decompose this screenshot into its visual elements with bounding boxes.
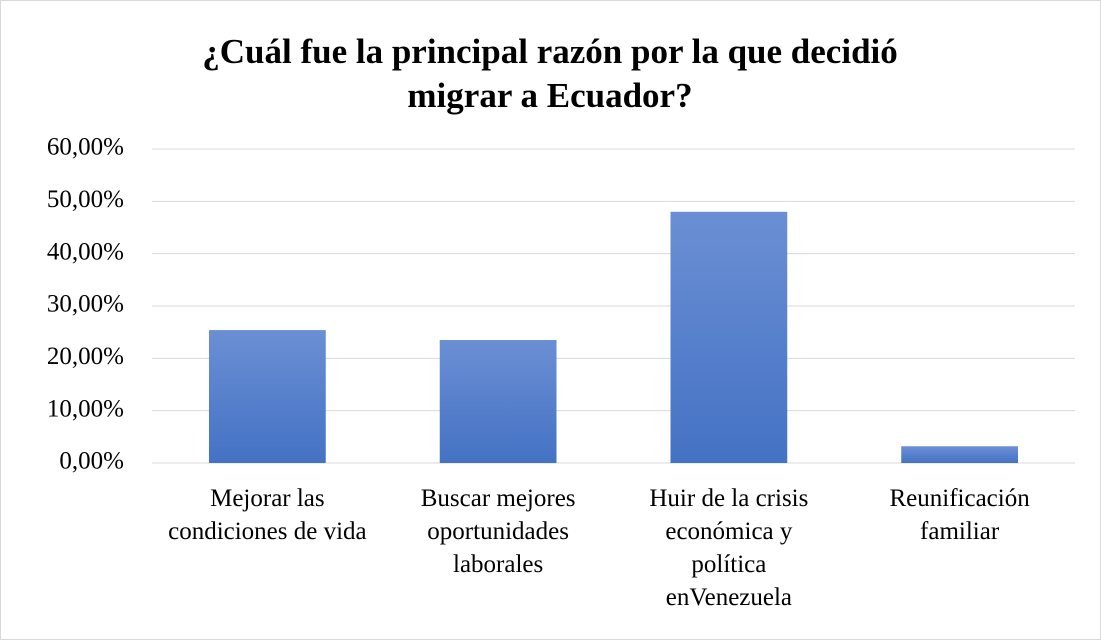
chart-title: ¿Cuál fue la principal razón por la que … [202, 32, 898, 115]
y-tick-label: 10,00% [47, 395, 124, 422]
y-tick-label: 0,00% [59, 448, 124, 475]
y-tick-label: 50,00% [47, 186, 124, 213]
y-tick-label: 30,00% [47, 291, 124, 318]
y-tick-label: 20,00% [47, 343, 124, 370]
x-tick-label: Reunificación familiar [889, 485, 1030, 545]
bar [901, 446, 1019, 463]
y-tick-label: 40,00% [47, 238, 124, 265]
bar [439, 340, 557, 463]
x-tick-label: Mejorar las condiciones de vida [168, 485, 367, 545]
x-tick-label: Buscar mejores oportunidades laborales [420, 485, 576, 578]
x-tick-label: Huir de la crisis económica y política e… [649, 485, 809, 611]
y-tick-label: 60,00% [47, 134, 124, 161]
bar [208, 330, 326, 463]
bar [670, 211, 788, 463]
